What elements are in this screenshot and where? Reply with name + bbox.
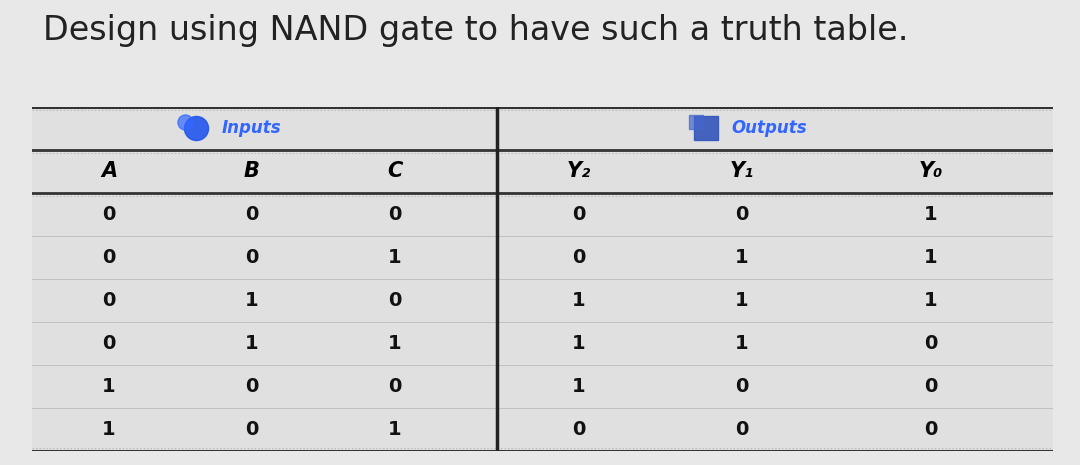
Text: 0: 0 [103, 291, 116, 310]
Text: 0: 0 [103, 205, 116, 224]
Text: 1: 1 [245, 291, 258, 310]
Text: Y₀: Y₀ [918, 161, 943, 181]
Text: 1: 1 [923, 248, 937, 267]
Text: 0: 0 [388, 205, 402, 224]
Text: 1: 1 [388, 248, 402, 267]
Text: 0: 0 [735, 377, 748, 396]
Text: 1: 1 [734, 291, 748, 310]
Text: 1: 1 [388, 334, 402, 353]
Text: 1: 1 [571, 334, 585, 353]
Text: 0: 0 [923, 377, 937, 396]
Text: 0: 0 [245, 377, 258, 396]
Text: C: C [387, 161, 403, 181]
Point [687, 118, 704, 125]
Text: 0: 0 [103, 334, 116, 353]
Text: 1: 1 [923, 205, 937, 224]
Text: 1: 1 [734, 334, 748, 353]
Point [698, 125, 715, 132]
Text: 0: 0 [923, 420, 937, 439]
Text: Y₁: Y₁ [730, 161, 754, 181]
Text: 0: 0 [923, 334, 937, 353]
Text: 0: 0 [571, 205, 585, 224]
Text: 1: 1 [923, 291, 937, 310]
Text: 1: 1 [388, 420, 402, 439]
FancyBboxPatch shape [32, 107, 1053, 451]
Text: 0: 0 [245, 420, 258, 439]
Text: A: A [100, 161, 117, 181]
Text: 1: 1 [103, 420, 116, 439]
Text: 1: 1 [571, 291, 585, 310]
Text: Inputs: Inputs [221, 120, 281, 138]
Text: 0: 0 [571, 420, 585, 439]
Text: 0: 0 [388, 291, 402, 310]
Text: Design using NAND gate to have such a truth table.: Design using NAND gate to have such a tr… [43, 14, 908, 47]
Point [177, 118, 194, 125]
Text: 0: 0 [388, 377, 402, 396]
Text: 1: 1 [103, 377, 116, 396]
Point [187, 125, 204, 132]
Text: 0: 0 [735, 205, 748, 224]
Text: Y₂: Y₂ [566, 161, 591, 181]
Text: 1: 1 [245, 334, 258, 353]
Text: 0: 0 [103, 248, 116, 267]
Text: B: B [244, 161, 260, 181]
Text: 1: 1 [571, 377, 585, 396]
Text: Outputs: Outputs [731, 120, 807, 138]
Text: 1: 1 [734, 248, 748, 267]
Text: 0: 0 [571, 248, 585, 267]
Text: 0: 0 [245, 205, 258, 224]
Text: 0: 0 [245, 248, 258, 267]
Text: 0: 0 [735, 420, 748, 439]
